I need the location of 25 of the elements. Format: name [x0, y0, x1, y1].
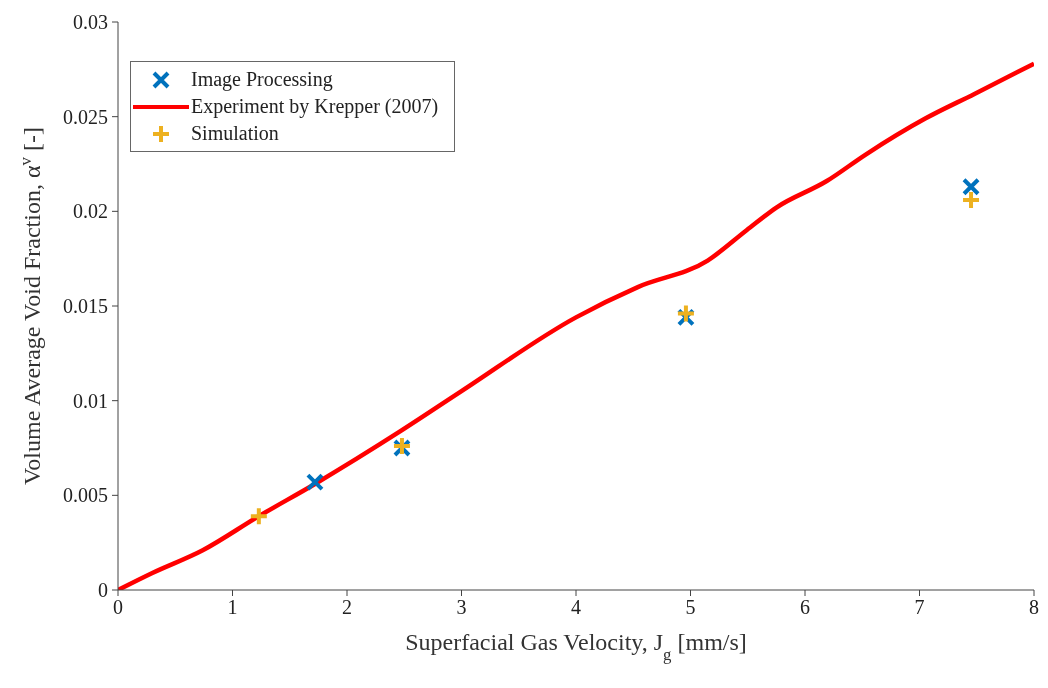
y-tick-label: 0.01 [73, 389, 108, 412]
y-tick-label: 0.02 [73, 200, 108, 223]
x-tick-label: 4 [571, 596, 581, 619]
y-tick-label: 0.03 [73, 11, 108, 34]
x-tick-label: 8 [1029, 596, 1039, 619]
x-tick-label: 5 [685, 596, 696, 619]
point [961, 189, 982, 210]
y-tick-label: 0.005 [63, 484, 108, 507]
x-tick-label: 0 [113, 596, 123, 619]
legend-label: Image Processing [191, 68, 333, 91]
point [962, 177, 981, 196]
y-tick-label: 0 [98, 579, 108, 602]
x-tick-label: 7 [914, 596, 925, 619]
point [248, 506, 269, 527]
point [675, 303, 696, 324]
point [305, 473, 324, 492]
x-tick-label: 6 [800, 596, 810, 619]
legend-label: Experiment by Krepper (2007) [191, 95, 439, 118]
y-tick-label: 0.025 [63, 105, 108, 128]
x-axis-title: Superfacial Gas Velocity, J$_{g}$ [mm/s] [405, 629, 747, 664]
y-tick-label: 0.015 [63, 295, 108, 318]
x-tick-label: 2 [342, 596, 352, 619]
x-tick-label: 3 [456, 596, 467, 619]
legend-label: Simulation [191, 122, 279, 145]
x-tick-label: 1 [227, 596, 238, 619]
